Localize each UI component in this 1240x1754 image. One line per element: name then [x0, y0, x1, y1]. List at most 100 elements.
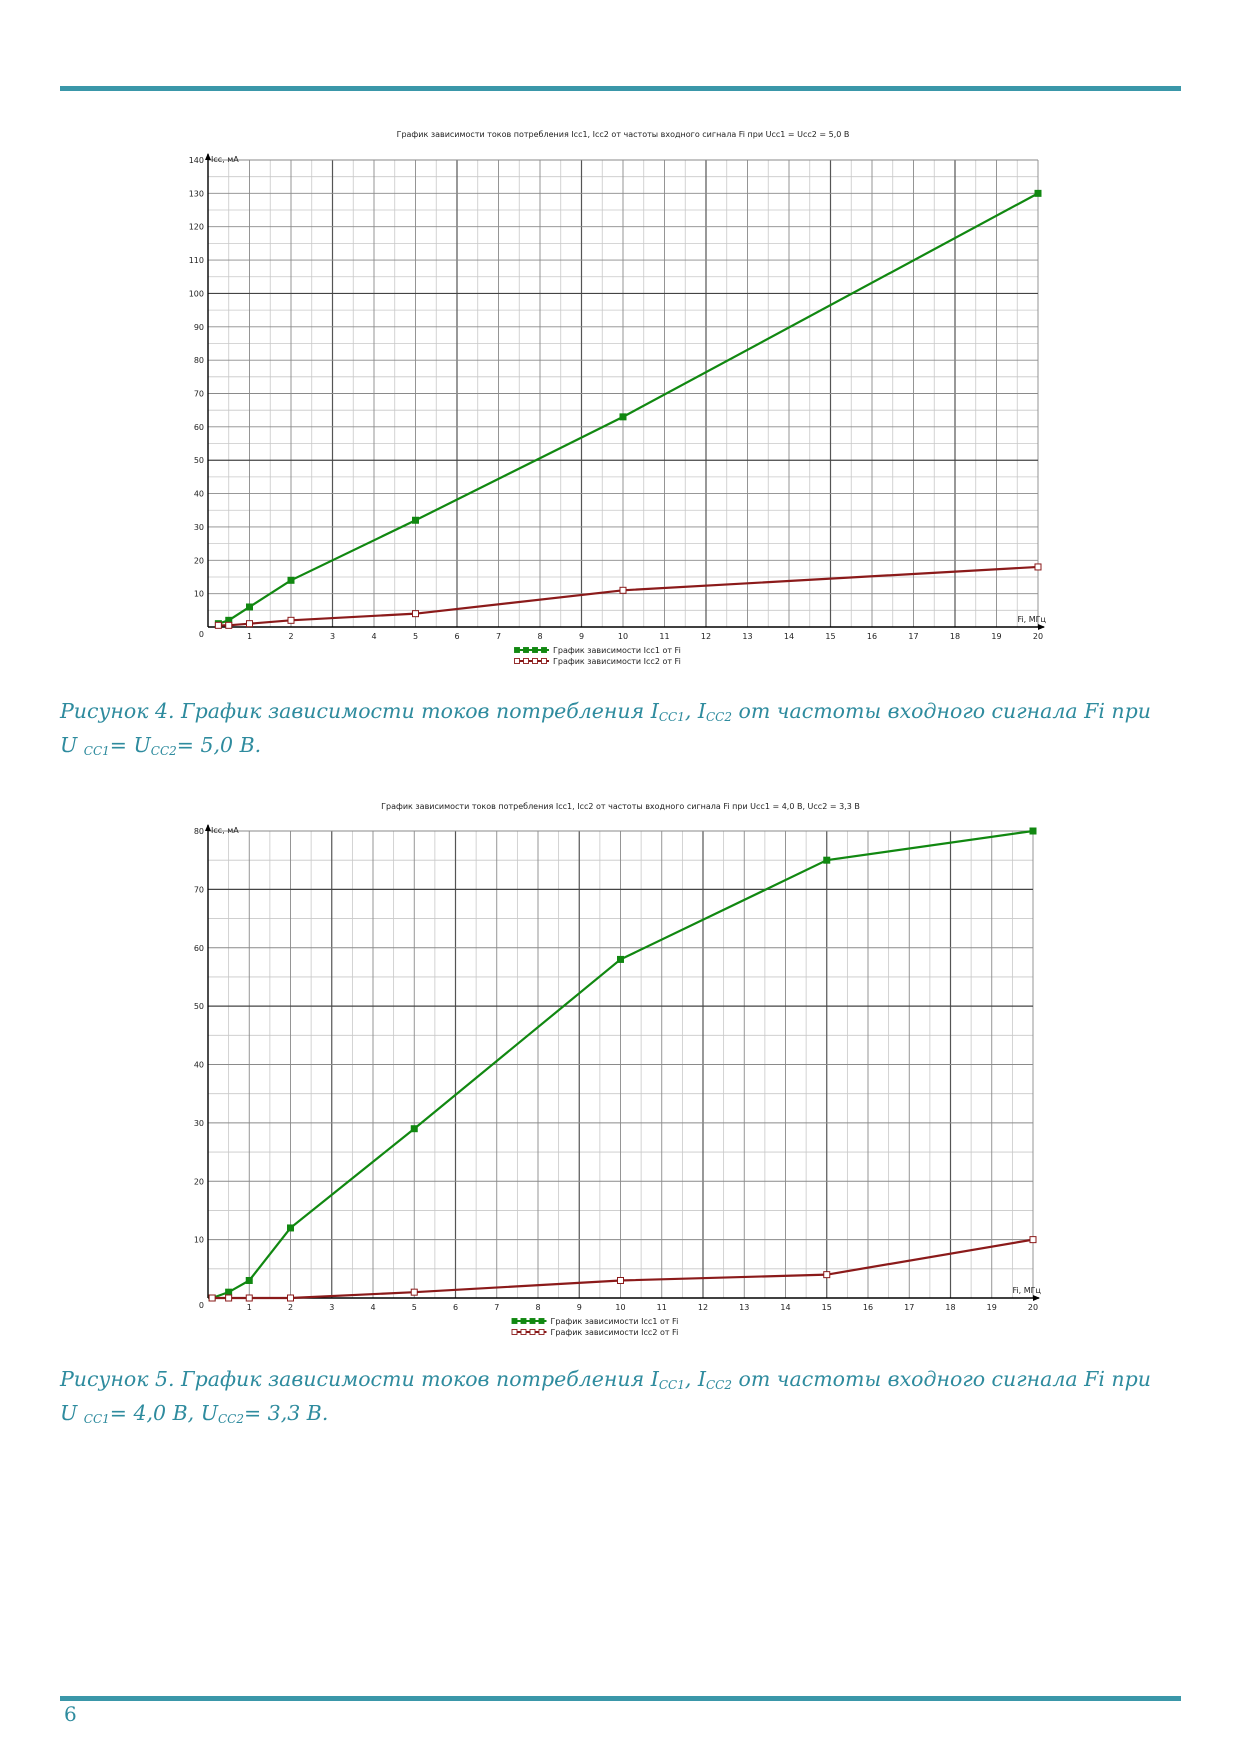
legend-marker [511, 1318, 518, 1324]
x-tick-label: 2 [288, 1303, 293, 1312]
chart-title: График зависимости токов потребления Icc… [397, 130, 850, 139]
y-tick-label: 80 [194, 827, 204, 836]
y-tick-label: 100 [189, 289, 204, 298]
data-point-2 [287, 1294, 294, 1302]
x-tick-label: 6 [454, 632, 459, 641]
legend-marker [538, 1318, 545, 1324]
x-tick-label: 17 [904, 1303, 914, 1312]
legend: График зависимости Icc1 от Fi График зави… [511, 1317, 679, 1337]
data-point-2 [1034, 563, 1042, 571]
y-tick-label: 40 [194, 490, 204, 499]
x-tick-label: 4 [370, 1303, 375, 1312]
x-tick-label: 19 [987, 1303, 997, 1312]
legend-marker [541, 647, 547, 653]
x-tick-label: 4 [371, 632, 376, 641]
x-tick-label: 1 [247, 632, 252, 641]
x-tick-label: 19 [991, 632, 1001, 641]
x-tick-label: 6 [453, 1303, 458, 1312]
legend-marker [529, 1329, 536, 1335]
data-point-1 [245, 1276, 253, 1284]
legend-label: График зависимости Icc1 от Fi [553, 646, 681, 655]
y-tick-label: 70 [194, 885, 204, 894]
x-axis-label: Fi, МГц [1017, 615, 1046, 624]
data-point-1 [287, 576, 295, 584]
y-tick-label: 110 [189, 256, 204, 265]
data-point-2 [246, 620, 253, 628]
x-tick-label: 5 [413, 632, 418, 641]
x-tick-label: 15 [822, 1303, 832, 1312]
x-tick-label: 9 [577, 1303, 582, 1312]
y-tick-label: 50 [194, 456, 204, 465]
data-point-1 [412, 516, 419, 524]
data-point-2 [619, 586, 627, 594]
x-tick-label: 8 [535, 1303, 540, 1312]
origin-label: 0 [199, 1301, 204, 1310]
chart-2: График зависимости токов потребления Icc… [194, 802, 1042, 1337]
figure-5-caption: Рисунок 5. График зависимости токов потр… [60, 1367, 1151, 1426]
x-tick-label: 18 [945, 1303, 955, 1312]
data-point-2 [410, 1288, 418, 1296]
x-tick-label: 13 [739, 1303, 749, 1312]
x-tick-label: 12 [701, 632, 711, 641]
data-point-2 [1029, 1236, 1037, 1244]
data-point-2 [214, 621, 222, 629]
x-axis-arrow [1038, 624, 1045, 630]
legend-label: График зависимости Icc1 от Fi [551, 1317, 679, 1326]
data-point-1 [1029, 827, 1037, 835]
x-tick-label: 3 [329, 1303, 334, 1312]
legend-marker [523, 647, 529, 653]
y-axis-arrow [205, 153, 211, 160]
data-point-2 [245, 1294, 253, 1302]
origin-label: 0 [199, 630, 204, 639]
legend-marker [511, 1329, 518, 1335]
x-tick-label: 5 [412, 1303, 417, 1312]
chart-title: График зависимости токов потребления Icc… [381, 802, 860, 811]
data-point-1 [617, 955, 624, 963]
legend-marker [520, 1318, 527, 1324]
legend-marker [520, 1329, 527, 1335]
x-tick-label: 11 [659, 632, 669, 641]
x-tick-label: 18 [950, 632, 960, 641]
x-tick-label: 3 [330, 632, 335, 641]
x-tick-label: 16 [863, 1303, 873, 1312]
data-point-1 [1034, 189, 1042, 197]
x-tick-label: 13 [742, 632, 752, 641]
data-point-1 [287, 1224, 294, 1232]
y-tick-label: 130 [189, 189, 204, 198]
data-point-2 [225, 621, 233, 629]
legend-marker [532, 647, 538, 653]
y-axis-label: Icc, мА [211, 826, 239, 835]
x-tick-label: 15 [825, 632, 835, 641]
x-tick-label: 20 [1033, 632, 1043, 641]
legend-marker [541, 658, 547, 664]
y-axis-arrow [205, 824, 211, 831]
data-point-1 [410, 1125, 418, 1133]
x-axis-label: Fi, МГц [1012, 1286, 1041, 1295]
data-point-2 [225, 1294, 233, 1302]
data-point-1 [225, 1288, 233, 1296]
y-tick-label: 50 [194, 1002, 204, 1011]
data-point-1 [823, 856, 831, 864]
grid [208, 830, 1034, 1298]
x-tick-label: 8 [537, 632, 542, 641]
y-tick-label: 80 [194, 356, 204, 365]
legend-marker [523, 658, 529, 664]
y-tick-label: 140 [189, 156, 204, 165]
x-tick-label: 7 [496, 632, 501, 641]
y-tick-label: 20 [194, 556, 204, 565]
x-tick-label: 16 [867, 632, 877, 641]
data-point-2 [617, 1276, 624, 1284]
x-tick-label: 17 [908, 632, 918, 641]
legend: График зависимости Icc1 от Fi График зави… [514, 646, 681, 666]
legend-label: График зависимости Icc2 от Fi [553, 657, 681, 666]
footer-rule [60, 1696, 1181, 1701]
y-tick-label: 10 [194, 1236, 204, 1245]
legend-marker [532, 658, 538, 664]
y-tick-label: 40 [194, 1061, 204, 1070]
x-tick-label: 11 [657, 1303, 667, 1312]
x-tick-label: 7 [494, 1303, 499, 1312]
y-tick-label: 30 [194, 1119, 204, 1128]
x-tick-label: 14 [784, 632, 794, 641]
x-tick-label: 2 [288, 632, 293, 641]
x-axis-arrow [1033, 1295, 1040, 1301]
